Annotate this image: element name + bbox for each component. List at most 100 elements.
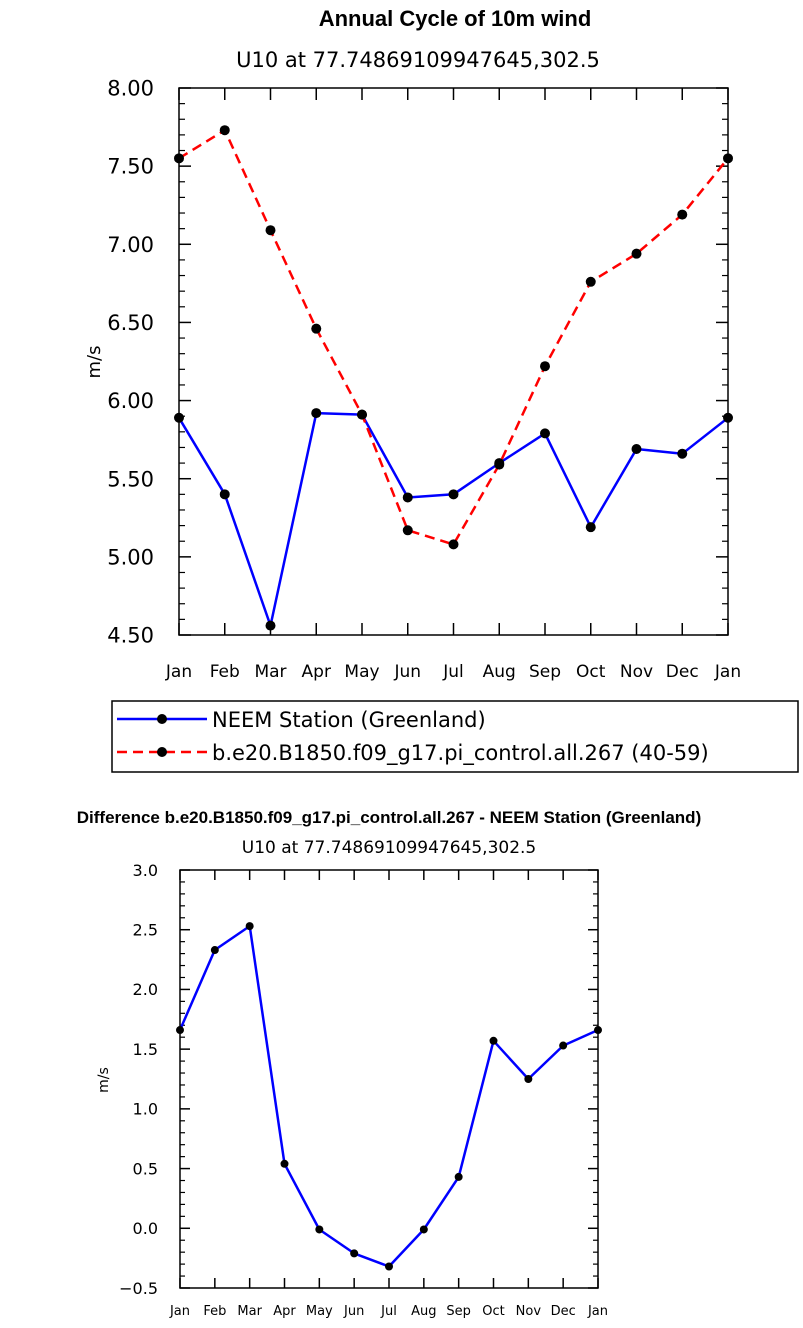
x-tick-label: Mar — [254, 662, 286, 682]
legend-label-0: NEEM Station (Greenland) — [212, 708, 486, 732]
data-point — [315, 1225, 324, 1234]
data-point — [311, 323, 322, 334]
x-tick-label: Jan — [165, 662, 192, 682]
data-point — [524, 1075, 533, 1083]
data-point — [245, 922, 254, 931]
x-tick-label: Dec — [666, 662, 699, 682]
data-point — [174, 153, 184, 164]
data-point — [585, 522, 596, 533]
y-tick-label: −0.5 — [119, 1279, 158, 1298]
data-point — [210, 946, 219, 955]
x-tick-label: Sep — [446, 1304, 471, 1319]
chart1-subtitle: U10 at 77.74869109947645,302.5 — [236, 48, 600, 72]
y-tick-label: 6.00 — [107, 389, 154, 413]
x-tick-label: Nov — [620, 662, 653, 682]
chart1-title: Annual Cycle of 10m wind — [319, 6, 592, 31]
series-line-0 — [178, 924, 599, 1268]
data-point — [540, 361, 550, 372]
x-tick-label: Jun — [343, 1304, 364, 1319]
data-point — [631, 248, 642, 259]
chart1-legend: NEEM Station (Greenland) b.e20.B1850.f09… — [111, 700, 799, 773]
legend-marker-0 — [157, 714, 167, 724]
x-tick-label: Jan — [169, 1304, 190, 1319]
data-point — [176, 1026, 184, 1035]
data-point — [585, 276, 596, 287]
chart1-axes: 4.50 5.00 5.50 6.00 6.50 7.00 7.50 8.00 Jan Feb Ma… — [107, 77, 741, 682]
data-point — [540, 428, 550, 439]
plot-frame — [178, 87, 729, 636]
data-point — [219, 125, 230, 136]
legend-marker-1 — [157, 747, 167, 757]
y-tick-label: 2.5 — [133, 920, 158, 939]
y-tick-label: 1.5 — [133, 1040, 158, 1059]
data-point — [419, 1225, 428, 1234]
data-point — [723, 153, 733, 164]
data-point — [677, 448, 688, 459]
x-tick-label: Sep — [529, 662, 561, 682]
x-tick-label: Apr — [302, 662, 331, 682]
y-tick-label: 5.50 — [107, 467, 154, 491]
chart1-series — [174, 125, 733, 631]
data-point — [489, 1036, 498, 1045]
x-tick-label: Aug — [411, 1304, 436, 1319]
data-point — [174, 412, 184, 423]
data-point — [265, 225, 276, 236]
x-tick-label: Feb — [203, 1304, 226, 1319]
data-point — [723, 412, 733, 423]
y-tick-label: 7.00 — [107, 233, 154, 257]
data-point — [350, 1249, 359, 1258]
y-tick-label: 6.50 — [107, 311, 154, 335]
x-tick-label: Oct — [482, 1304, 504, 1319]
y-tick-label: 0.0 — [133, 1219, 158, 1238]
x-tick-label: Aug — [483, 662, 516, 682]
x-tick-label: Feb — [210, 662, 240, 682]
x-tick-label: Jul — [442, 662, 464, 682]
x-tick-label: Jan — [714, 662, 741, 682]
y-tick-label: 2.0 — [133, 980, 158, 999]
legend-label-1: b.e20.B1850.f09_g17.pi_control.all.267 (… — [212, 741, 709, 766]
x-tick-label: Oct — [576, 662, 606, 682]
x-tick-label: Nov — [516, 1304, 542, 1319]
y-tick-label: 0.5 — [133, 1159, 158, 1178]
data-point — [559, 1041, 568, 1050]
y-tick-label: 3.0 — [133, 861, 158, 880]
data-point — [402, 492, 413, 503]
series-line-1 — [178, 128, 729, 546]
data-point — [402, 525, 413, 536]
data-point — [311, 408, 322, 419]
chart2-series — [176, 922, 602, 1271]
data-point — [454, 1172, 463, 1181]
x-tick-label: Jan — [587, 1304, 608, 1319]
x-tick-label: Jun — [393, 662, 421, 682]
chart2-subtitle: U10 at 77.74869109947645,302.5 — [242, 838, 537, 858]
data-point — [357, 409, 367, 420]
data-point — [385, 1262, 393, 1271]
data-point — [594, 1026, 602, 1035]
data-point — [448, 489, 459, 500]
data-point — [677, 209, 688, 220]
y-tick-label: 7.50 — [107, 155, 154, 179]
x-tick-label: May — [306, 1304, 333, 1319]
data-point — [448, 539, 459, 550]
y-tick-label: 5.00 — [107, 545, 154, 569]
chart2-ylabel: m/s — [96, 1067, 112, 1093]
x-tick-label: Jul — [380, 1304, 397, 1319]
x-tick-label: Dec — [551, 1304, 576, 1319]
chart1-ylabel: m/s — [84, 346, 105, 379]
chart2-axes: −0.5 0.0 0.5 1.0 1.5 2.0 2.5 3.0 Jan Feb Mar Apr May… — [119, 861, 608, 1319]
data-point — [265, 620, 276, 631]
x-tick-label: May — [344, 662, 379, 682]
data-point — [219, 489, 230, 500]
x-tick-label: Apr — [273, 1304, 296, 1319]
x-tick-label: Mar — [237, 1304, 262, 1319]
y-tick-label: 8.00 — [107, 77, 154, 101]
series-line-0 — [177, 411, 729, 627]
data-point — [631, 444, 642, 455]
y-tick-label: 1.0 — [133, 1100, 158, 1119]
legend-box — [111, 700, 799, 773]
data-point — [494, 459, 505, 470]
plot-frame — [179, 869, 599, 1289]
data-point — [280, 1159, 289, 1168]
chart2-title: Difference b.e20.B1850.f09_g17.pi_contro… — [77, 808, 701, 827]
